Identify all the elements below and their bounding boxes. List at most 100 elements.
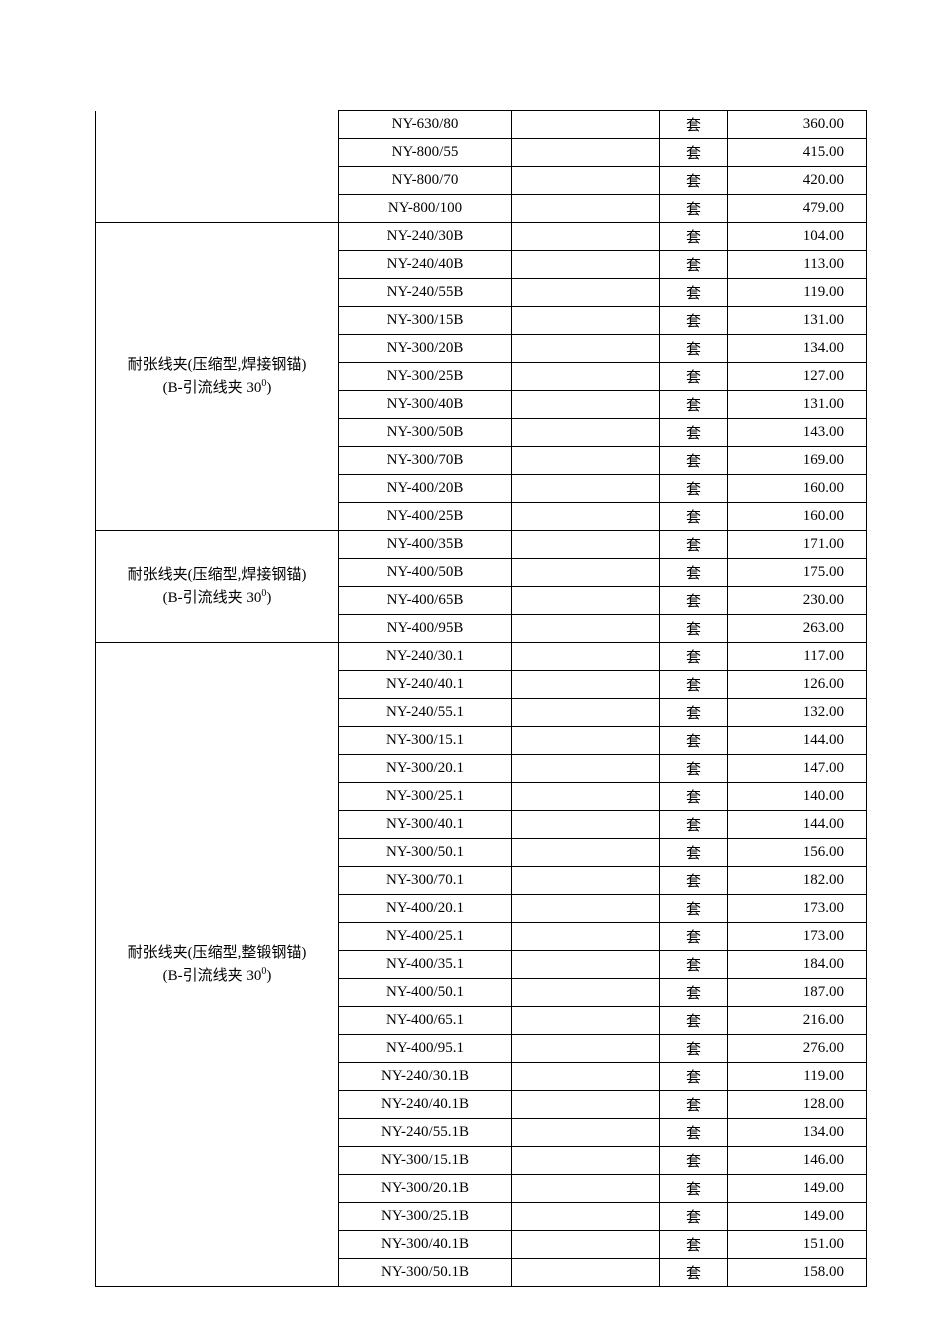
price-table: NY-630/80套360.00NY-800/55套415.00NY-800/7…: [95, 110, 867, 1287]
price-cell: 117.00: [728, 643, 867, 671]
price-cell: 230.00: [728, 587, 867, 615]
model-cell: NY-400/65.1: [339, 1007, 512, 1035]
blank-cell: [512, 615, 660, 643]
model-cell: NY-300/40.1: [339, 811, 512, 839]
model-cell: NY-400/95.1: [339, 1035, 512, 1063]
unit-cell: 套: [660, 307, 728, 335]
price-cell: 104.00: [728, 223, 867, 251]
unit-cell: 套: [660, 391, 728, 419]
price-cell: 415.00: [728, 139, 867, 167]
unit-cell: 套: [660, 335, 728, 363]
model-cell: NY-800/100: [339, 195, 512, 223]
price-cell: 119.00: [728, 279, 867, 307]
model-cell: NY-240/30B: [339, 223, 512, 251]
price-cell: 171.00: [728, 531, 867, 559]
blank-cell: [512, 111, 660, 139]
model-cell: NY-400/50B: [339, 559, 512, 587]
unit-cell: 套: [660, 643, 728, 671]
blank-cell: [512, 1007, 660, 1035]
blank-cell: [512, 167, 660, 195]
blank-cell: [512, 755, 660, 783]
price-cell: 169.00: [728, 447, 867, 475]
unit-cell: 套: [660, 671, 728, 699]
blank-cell: [512, 1259, 660, 1287]
unit-cell: 套: [660, 1035, 728, 1063]
model-cell: NY-300/70.1: [339, 867, 512, 895]
blank-cell: [512, 1035, 660, 1063]
unit-cell: 套: [660, 559, 728, 587]
model-cell: NY-300/50.1B: [339, 1259, 512, 1287]
blank-cell: [512, 671, 660, 699]
unit-cell: 套: [660, 363, 728, 391]
price-cell: 479.00: [728, 195, 867, 223]
blank-cell: [512, 643, 660, 671]
model-cell: NY-240/55.1: [339, 699, 512, 727]
price-cell: 113.00: [728, 251, 867, 279]
blank-cell: [512, 699, 660, 727]
model-cell: NY-300/25B: [339, 363, 512, 391]
unit-cell: 套: [660, 503, 728, 531]
model-cell: NY-240/55.1B: [339, 1119, 512, 1147]
unit-cell: 套: [660, 531, 728, 559]
table-row: NY-630/80套360.00: [96, 111, 867, 139]
blank-cell: [512, 979, 660, 1007]
price-cell: 182.00: [728, 867, 867, 895]
price-cell: 127.00: [728, 363, 867, 391]
unit-cell: 套: [660, 783, 728, 811]
unit-cell: 套: [660, 1091, 728, 1119]
blank-cell: [512, 363, 660, 391]
price-cell: 173.00: [728, 923, 867, 951]
product-name-cell: 耐张线夹(压缩型,整锻钢锚)(B-引流线夹 300): [96, 643, 339, 1287]
model-cell: NY-300/40.1B: [339, 1231, 512, 1259]
price-cell: 151.00: [728, 1231, 867, 1259]
blank-cell: [512, 559, 660, 587]
blank-cell: [512, 391, 660, 419]
blank-cell: [512, 139, 660, 167]
model-cell: NY-300/15.1: [339, 727, 512, 755]
blank-cell: [512, 279, 660, 307]
blank-cell: [512, 475, 660, 503]
price-cell: 140.00: [728, 783, 867, 811]
model-cell: NY-300/50B: [339, 419, 512, 447]
blank-cell: [512, 1119, 660, 1147]
model-cell: NY-300/20.1: [339, 755, 512, 783]
price-cell: 134.00: [728, 335, 867, 363]
price-cell: 160.00: [728, 475, 867, 503]
model-cell: NY-300/20B: [339, 335, 512, 363]
model-cell: NY-300/15B: [339, 307, 512, 335]
unit-cell: 套: [660, 1259, 728, 1287]
model-cell: NY-400/35B: [339, 531, 512, 559]
product-name-cell: 耐张线夹(压缩型,焊接钢锚)(B-引流线夹 300): [96, 223, 339, 531]
unit-cell: 套: [660, 951, 728, 979]
blank-cell: [512, 223, 660, 251]
unit-cell: 套: [660, 1063, 728, 1091]
blank-cell: [512, 839, 660, 867]
price-cell: 187.00: [728, 979, 867, 1007]
table-row: 耐张线夹(压缩型,整锻钢锚)(B-引流线夹 300)NY-240/30.1套11…: [96, 643, 867, 671]
unit-cell: 套: [660, 979, 728, 1007]
price-cell: 149.00: [728, 1175, 867, 1203]
blank-cell: [512, 1091, 660, 1119]
blank-cell: [512, 335, 660, 363]
model-cell: NY-800/55: [339, 139, 512, 167]
price-cell: 263.00: [728, 615, 867, 643]
unit-cell: 套: [660, 475, 728, 503]
product-name-cell: [96, 111, 339, 223]
price-cell: 160.00: [728, 503, 867, 531]
blank-cell: [512, 1175, 660, 1203]
price-cell: 144.00: [728, 811, 867, 839]
model-cell: NY-300/25.1: [339, 783, 512, 811]
model-cell: NY-300/50.1: [339, 839, 512, 867]
price-cell: 158.00: [728, 1259, 867, 1287]
blank-cell: [512, 867, 660, 895]
model-cell: NY-400/25B: [339, 503, 512, 531]
unit-cell: 套: [660, 587, 728, 615]
model-cell: NY-240/40.1: [339, 671, 512, 699]
price-cell: 184.00: [728, 951, 867, 979]
unit-cell: 套: [660, 1175, 728, 1203]
table-row: 耐张线夹(压缩型,焊接钢锚)(B-引流线夹 300)NY-400/35B套171…: [96, 531, 867, 559]
unit-cell: 套: [660, 1119, 728, 1147]
price-cell: 156.00: [728, 839, 867, 867]
blank-cell: [512, 951, 660, 979]
price-cell: 131.00: [728, 307, 867, 335]
